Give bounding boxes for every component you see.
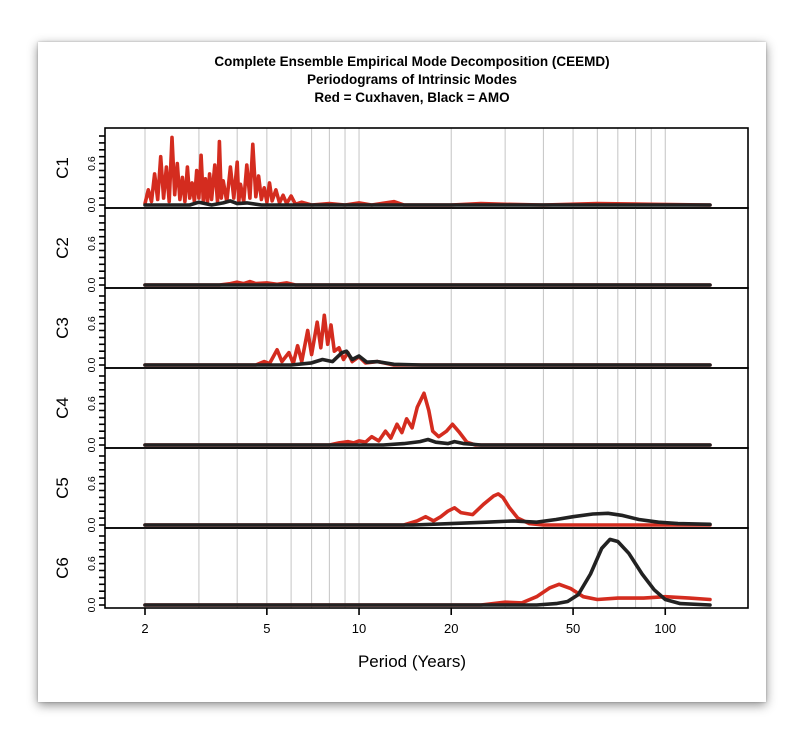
panel-label-c1: C1 — [53, 157, 72, 179]
series-line-amo — [143, 511, 712, 527]
x-axis: 2 5 10 20 50 100 — [141, 608, 676, 636]
panel-gridlines — [144, 128, 666, 208]
panel-y-ticks: 0.0 0.6 — [86, 295, 105, 373]
chart-title-line-2: Periodograms of Intrinsic Modes — [307, 72, 517, 87]
panel-frame — [104, 527, 749, 609]
panel-label-c6: C6 — [53, 557, 72, 579]
y-tick-label: 0.0 — [86, 278, 98, 293]
y-tick-label: 0.0 — [86, 358, 98, 373]
panel-label-c4: C4 — [53, 397, 72, 419]
x-tick-label: 50 — [566, 621, 580, 636]
panel-y-ticks: 0.0 0.6 — [86, 375, 105, 453]
series-line-amo — [143, 199, 712, 207]
panel-gridlines — [144, 448, 666, 528]
panel-y-ticks: 0.0 0.6 — [86, 535, 105, 613]
chart-title: Complete Ensemble Empirical Mode Decompo… — [214, 54, 609, 105]
x-tick-label: 2 — [141, 621, 148, 636]
panel-label-c2: C2 — [53, 237, 72, 259]
panel-y-ticks: 0.0 0.6 — [86, 455, 105, 533]
series-line-cuxhaven — [143, 391, 712, 447]
y-tick-label: 0.6 — [86, 556, 98, 571]
series-line-amo — [143, 537, 712, 607]
x-tick-label: 100 — [654, 621, 676, 636]
panel-gridlines — [144, 288, 666, 368]
chart-title-line-3: Red = Cuxhaven, Black = AMO — [314, 90, 509, 105]
y-tick-label: 0.6 — [86, 476, 98, 491]
panel-gridlines — [144, 368, 666, 448]
y-tick-label: 0.0 — [86, 438, 98, 453]
panel-c5: 0.0 0.6 C5 — [53, 447, 749, 533]
panel-c3: 0.0 0.6 C3 — [53, 287, 749, 373]
panel-c1: 0.0 0.6 C1 — [53, 127, 749, 213]
y-tick-label: 0.6 — [86, 396, 98, 411]
panel-c4: 0.0 0.6 C4 — [53, 367, 749, 453]
panel-c6: 0.0 0.6 C6 — [53, 527, 749, 613]
panel-c2: 0.0 0.6 C2 — [53, 207, 749, 293]
y-tick-label: 0.6 — [86, 236, 98, 251]
x-tick-label: 10 — [352, 621, 366, 636]
panel-gridlines — [144, 208, 666, 288]
panels: 0.0 0.6 C1 0.0 0.6 C2 0.0 0.6 C3 0.0 0.6 C4 0.0 0.6 C5… — [53, 127, 749, 613]
y-tick-label: 0.6 — [86, 316, 98, 331]
x-tick-label: 5 — [263, 621, 270, 636]
panel-label-c3: C3 — [53, 317, 72, 339]
x-axis-label: Period (Years) — [358, 652, 466, 671]
series-line-cuxhaven — [143, 313, 712, 367]
y-tick-label: 0.6 — [86, 156, 98, 171]
panel-y-ticks: 0.0 0.6 — [86, 135, 105, 213]
y-tick-label: 0.0 — [86, 598, 98, 613]
figure-card: Complete Ensemble Empirical Mode Decompo… — [38, 42, 766, 702]
x-tick-label: 20 — [444, 621, 458, 636]
panel-y-ticks: 0.0 0.6 — [86, 215, 105, 293]
series-line-cuxhaven — [143, 582, 712, 607]
ceemd-periodogram-chart: Complete Ensemble Empirical Mode Decompo… — [53, 54, 749, 671]
y-tick-label: 0.0 — [86, 518, 98, 533]
series-line-amo — [143, 349, 712, 367]
series-line-cuxhaven — [143, 135, 712, 207]
y-tick-label: 0.0 — [86, 198, 98, 213]
panel-label-c5: C5 — [53, 477, 72, 499]
panel-gridlines — [144, 528, 666, 608]
chart-title-line-1: Complete Ensemble Empirical Mode Decompo… — [214, 54, 609, 69]
series-line-cuxhaven — [143, 492, 712, 527]
series-line-amo — [143, 437, 712, 447]
